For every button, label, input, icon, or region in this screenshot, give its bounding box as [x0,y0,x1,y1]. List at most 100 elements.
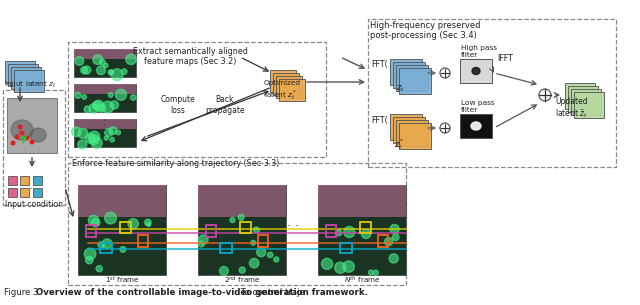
Circle shape [89,135,99,145]
FancyBboxPatch shape [318,185,406,275]
Circle shape [11,141,15,145]
FancyBboxPatch shape [399,123,431,149]
Circle shape [83,66,91,74]
Circle shape [126,54,136,65]
FancyBboxPatch shape [396,65,428,91]
Circle shape [392,234,399,241]
Circle shape [321,258,333,269]
Circle shape [253,227,259,233]
Circle shape [198,241,204,247]
Circle shape [86,257,93,264]
FancyBboxPatch shape [565,83,595,109]
Circle shape [362,229,371,239]
FancyBboxPatch shape [5,61,35,83]
Text: Extract semantically aligned
feature maps (Sec 3.2): Extract semantically aligned feature map… [132,47,248,66]
Circle shape [102,239,112,249]
FancyBboxPatch shape [273,73,299,95]
FancyBboxPatch shape [574,92,604,118]
FancyBboxPatch shape [8,188,17,197]
FancyBboxPatch shape [33,176,42,185]
Circle shape [72,127,81,137]
Circle shape [108,70,113,75]
FancyBboxPatch shape [568,86,598,112]
Circle shape [96,265,102,272]
Text: · · ·: · · · [279,220,299,233]
Circle shape [111,69,123,81]
Circle shape [81,67,88,74]
Circle shape [344,226,355,238]
Circle shape [93,100,104,111]
Circle shape [122,69,127,74]
Text: .: . [103,115,107,129]
FancyBboxPatch shape [318,185,406,217]
Circle shape [108,93,113,97]
Text: .: . [103,120,107,134]
Circle shape [116,130,120,135]
Circle shape [343,261,355,272]
Text: Back
propagate: Back propagate [205,95,245,115]
Circle shape [131,95,136,100]
FancyBboxPatch shape [7,98,57,153]
FancyBboxPatch shape [33,188,42,197]
FancyBboxPatch shape [270,70,296,92]
Text: $z_t^*$: $z_t^*$ [394,137,404,152]
Circle shape [440,123,450,133]
Circle shape [539,89,551,101]
Circle shape [230,217,235,223]
Circle shape [75,92,81,98]
Ellipse shape [11,120,33,140]
Circle shape [105,212,116,224]
Circle shape [88,131,100,142]
FancyBboxPatch shape [74,49,136,77]
FancyBboxPatch shape [390,114,422,140]
FancyBboxPatch shape [399,68,431,94]
Circle shape [82,95,86,99]
Circle shape [89,104,99,113]
Ellipse shape [471,122,481,130]
Circle shape [97,66,106,75]
FancyBboxPatch shape [571,89,601,115]
Circle shape [92,138,102,149]
Text: Figure 3:: Figure 3: [4,288,44,297]
Circle shape [93,101,101,109]
Text: .: . [103,110,107,124]
Text: IFFT: IFFT [497,54,513,63]
Circle shape [257,248,266,257]
FancyBboxPatch shape [393,117,425,143]
Circle shape [198,235,208,244]
FancyBboxPatch shape [8,176,17,185]
FancyBboxPatch shape [74,119,136,129]
FancyBboxPatch shape [276,76,302,98]
FancyBboxPatch shape [20,176,29,185]
FancyBboxPatch shape [198,185,286,217]
FancyBboxPatch shape [390,59,422,85]
FancyBboxPatch shape [74,49,136,59]
Circle shape [97,104,106,112]
FancyBboxPatch shape [396,120,428,146]
Circle shape [98,242,104,248]
FancyBboxPatch shape [74,84,136,94]
Text: Overview of the controllable image-to-video generation framework.: Overview of the controllable image-to-vi… [36,288,368,297]
Text: $N^{th}$ frame: $N^{th}$ frame [344,274,380,285]
Circle shape [30,140,34,144]
Circle shape [115,89,127,100]
Text: Low pass
filter: Low pass filter [461,100,495,113]
FancyBboxPatch shape [393,62,425,88]
Circle shape [75,56,84,65]
Circle shape [20,131,24,135]
Text: FFT(: FFT( [371,116,388,124]
Text: Updated
latent $\bar{z}_t$: Updated latent $\bar{z}_t$ [555,97,588,120]
Circle shape [104,136,108,140]
FancyBboxPatch shape [279,79,305,101]
FancyBboxPatch shape [78,185,166,275]
Circle shape [128,219,138,229]
Circle shape [220,267,228,275]
Circle shape [18,125,22,129]
Circle shape [84,106,91,113]
Circle shape [389,254,398,263]
FancyBboxPatch shape [8,64,38,86]
Circle shape [147,222,151,226]
Circle shape [274,257,279,262]
FancyBboxPatch shape [11,67,41,89]
Circle shape [104,63,108,68]
